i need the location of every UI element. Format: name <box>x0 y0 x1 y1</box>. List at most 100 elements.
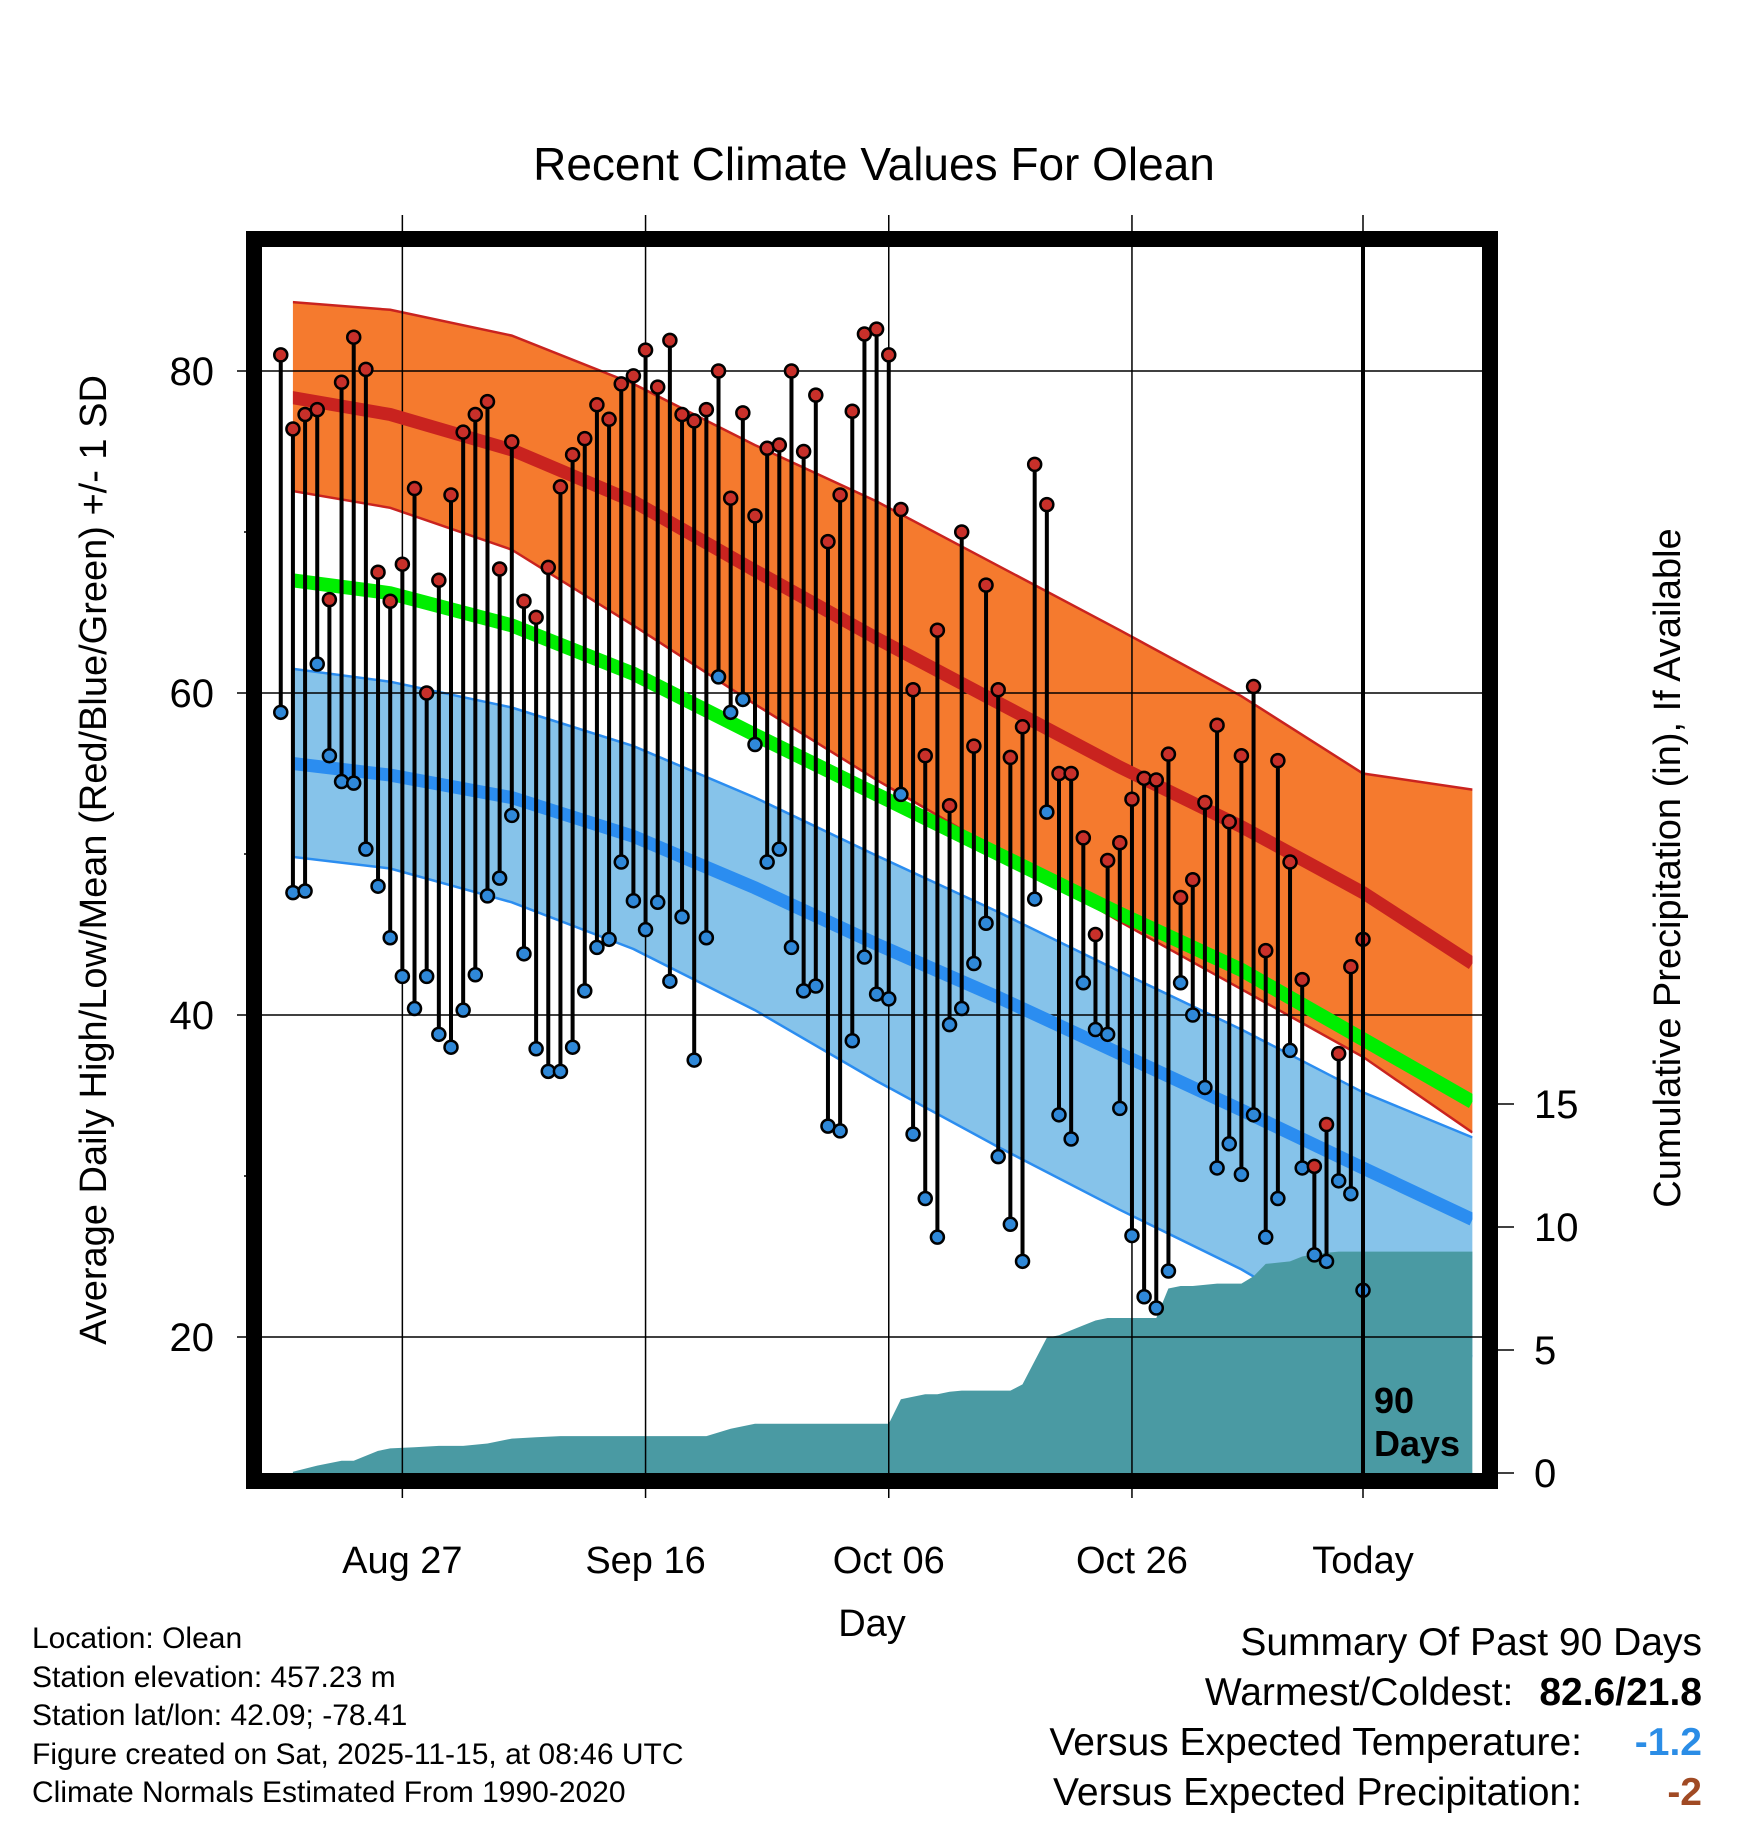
daily-low-point <box>856 949 873 965</box>
daily-low-point <box>686 1052 702 1068</box>
daily-low-point <box>662 973 678 989</box>
precip-cumulative-area <box>292 1251 1473 1473</box>
daily-high-point <box>406 480 423 497</box>
daily-high-point <box>747 508 763 524</box>
daily-low-point <box>467 967 484 983</box>
precipitation-row: Versus Expected Precipitation: -2 <box>1049 1768 1702 1818</box>
daily-low-point <box>649 894 666 911</box>
frame-border <box>246 231 1498 1489</box>
daily-high-point <box>649 379 666 395</box>
daily-low-point <box>1148 1300 1165 1316</box>
daily-low-point <box>1257 1229 1274 1245</box>
daily-low-point <box>1197 1079 1213 1096</box>
daily-low-point <box>1063 1131 1079 1147</box>
daily-high-point <box>589 397 605 413</box>
daily-high-point <box>431 572 447 589</box>
daily-low-point <box>698 929 715 946</box>
y-tick-label: 80 <box>170 350 215 394</box>
daily-low-point <box>1221 1136 1237 1152</box>
daily-low-point <box>844 1033 861 1049</box>
daily-high-point <box>698 401 715 418</box>
plot-frame <box>246 231 1498 1489</box>
daily-low-point <box>710 669 727 685</box>
high-sd-band <box>292 302 1473 1133</box>
today-label-line2: Days <box>1374 1423 1460 1464</box>
daily-low-point <box>613 854 629 870</box>
daily-high-point <box>1221 814 1237 830</box>
daily-low-point <box>953 1000 970 1017</box>
precipitation-area <box>292 1251 1473 1473</box>
daily-high-point <box>941 797 958 814</box>
daily-low-point <box>418 968 435 985</box>
daily-low-point <box>516 946 532 962</box>
daily-high-point <box>722 490 739 506</box>
daily-high-point <box>662 332 678 349</box>
axes: 20 40 60 80 Aug 27 Sep 16 Oct 06 Oct 26 Today 0 5 1… <box>170 350 1579 1582</box>
daily-high-point <box>905 682 921 698</box>
daily-high-point <box>929 622 946 638</box>
warmest-coldest-row: Warmest/Coldest: 82.6/21.8 <box>1049 1668 1702 1718</box>
daily-high-point <box>1330 1045 1347 1062</box>
daily-low-point <box>297 883 313 899</box>
daily-high-point <box>528 609 544 626</box>
daily-high-point <box>601 411 617 428</box>
daily-high-point <box>504 434 520 450</box>
daily-low-point <box>358 841 374 857</box>
daily-high-point <box>1306 1158 1323 1175</box>
today-label-line1: 90 <box>1374 1380 1414 1421</box>
daily-high-point <box>552 479 569 495</box>
daily-high-point <box>795 443 812 460</box>
precipitation-value: -2 <box>1667 1771 1702 1814</box>
daily-high-point <box>953 524 970 540</box>
daily-high-point <box>309 401 325 418</box>
daily-low-point <box>491 870 508 886</box>
daily-high-point <box>893 501 909 518</box>
normals-text: Climate Normals Estimated From 1990-2020 <box>32 1776 626 1809</box>
daily-low-point <box>759 854 775 870</box>
y-tick-label: 40 <box>170 994 215 1038</box>
daily-high-point <box>273 347 289 363</box>
daily-high-point <box>1002 749 1019 766</box>
x-tick-label: Aug 27 <box>342 1540 462 1582</box>
daily-low-point <box>309 656 325 672</box>
daily-low-point <box>1014 1253 1031 1270</box>
daily-low-point <box>1075 975 1092 991</box>
temperature-label: Versus Expected Temperature: <box>1049 1721 1582 1764</box>
warmest-coldest-value: 82.6/21.8 <box>1539 1671 1702 1714</box>
daily-low-point <box>273 704 289 721</box>
daily-low-point <box>1124 1227 1140 1244</box>
daily-high-point <box>443 487 459 503</box>
daily-low-point <box>1306 1247 1323 1263</box>
daily-high-point <box>540 559 557 576</box>
daily-low-point <box>1318 1253 1335 1270</box>
daily-low-point <box>285 884 301 901</box>
daily-high-point <box>978 577 994 593</box>
daily-high-point <box>710 363 727 379</box>
precipitation-label: Versus Expected Precipitation: <box>1053 1771 1582 1814</box>
temperature-value: -1.2 <box>1634 1721 1702 1764</box>
daily-high-point <box>832 487 848 503</box>
daily-low-point <box>771 841 788 857</box>
y2-tick-label: 0 <box>1534 1452 1556 1496</box>
chart-title: Recent Climate Values For Olean <box>533 138 1215 190</box>
daily-low-point <box>1051 1107 1067 1123</box>
daily-high-point <box>1209 717 1225 733</box>
daily-high-point <box>1257 942 1274 959</box>
daily-low-point <box>1112 1100 1128 1117</box>
low-sd-band <box>292 668 1473 1357</box>
daily-low-point <box>455 1002 471 1018</box>
daily-low-point <box>637 921 654 938</box>
daily-high-point <box>771 437 788 453</box>
daily-high-point <box>418 685 435 701</box>
daily-low-point <box>1160 1263 1177 1279</box>
daily-low-point <box>1039 804 1055 820</box>
elevation-text: Station elevation: 457.23 m <box>32 1660 396 1694</box>
daily-low-point <box>735 691 751 708</box>
daily-low-point <box>528 1041 544 1057</box>
y-tick-label: 20 <box>170 1316 215 1360</box>
daily-high-point <box>1172 889 1189 906</box>
created-text: Figure created on Sat, 2025-11-15, at 08… <box>32 1737 684 1771</box>
daily-low-point <box>625 892 642 909</box>
daily-high-point <box>1233 748 1250 764</box>
daily-low-point <box>406 1000 423 1017</box>
